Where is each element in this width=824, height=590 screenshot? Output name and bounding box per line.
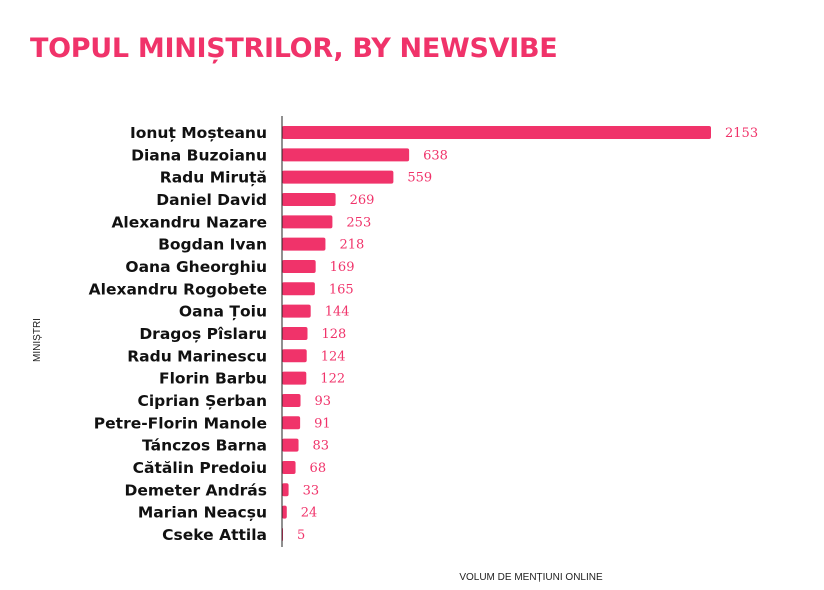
- value-label: 91: [314, 416, 331, 431]
- category-label: Radu Miruță: [160, 169, 267, 187]
- bar: [282, 349, 307, 363]
- value-label: 269: [350, 193, 375, 208]
- value-label: 559: [407, 171, 432, 186]
- category-label: Bogdan Ivan: [158, 236, 267, 254]
- value-label: 33: [303, 483, 320, 498]
- bars-layer: [282, 126, 711, 541]
- category-label: Cseke Attila: [162, 526, 267, 544]
- category-labels: Ionuț Moșteanu Diana Buzoianu Radu Miruță D…: [89, 124, 267, 544]
- bar: [282, 438, 299, 452]
- value-label: 2153: [725, 126, 758, 141]
- chart-title: TOPUL MINIȘTRILOR, BY NEWSVIBE: [30, 33, 558, 64]
- value-label: 122: [320, 372, 345, 387]
- category-label: Dragoș Pîslaru: [139, 325, 267, 343]
- category-label: Alexandru Rogobete: [89, 280, 267, 298]
- category-label: Oana Gheorghiu: [125, 258, 267, 276]
- category-label: Ionuț Moșteanu: [130, 124, 267, 142]
- bar: [282, 505, 287, 519]
- bar: [282, 259, 316, 273]
- value-label: 218: [339, 238, 364, 253]
- category-label: Demeter András: [125, 481, 267, 499]
- value-label: 638: [423, 148, 448, 163]
- bar: [282, 326, 308, 340]
- value-label: 83: [313, 439, 330, 454]
- category-label: Diana Buzoianu: [131, 146, 267, 164]
- value-labels: 2153 638 559 269 253 218 169 165 144 128 124 122 93 9…: [297, 126, 758, 543]
- bar: [282, 304, 311, 318]
- category-label: Tánczos Barna: [142, 437, 267, 455]
- bar: [282, 148, 410, 162]
- bar: [282, 170, 394, 184]
- value-label: 24: [301, 506, 318, 521]
- y-axis-title: MINIȘTRI: [32, 318, 43, 362]
- bar: [282, 416, 301, 430]
- category-label: Cătălin Predoiu: [133, 459, 267, 477]
- bar: [282, 483, 289, 497]
- category-label: Florin Barbu: [159, 370, 267, 388]
- value-label: 5: [297, 528, 305, 543]
- value-label: 124: [321, 349, 346, 364]
- value-label: 68: [310, 461, 327, 476]
- value-label: 93: [315, 394, 332, 409]
- x-axis-title: VOLUM DE MENȚIUNI ONLINE: [459, 572, 603, 583]
- category-label: Ciprian Șerban: [137, 392, 267, 410]
- bar: [282, 460, 296, 474]
- bar: [282, 126, 711, 139]
- bar: [282, 282, 315, 296]
- category-label: Daniel David: [156, 191, 267, 209]
- value-label: 169: [330, 260, 355, 275]
- category-label: Radu Marinescu: [127, 347, 267, 365]
- value-label: 165: [329, 282, 354, 297]
- category-label: Petre-Florin Manole: [94, 414, 267, 432]
- value-label: 253: [346, 215, 371, 230]
- value-label: 128: [322, 327, 347, 342]
- category-label: Marian Neacșu: [138, 504, 267, 522]
- bar: [282, 371, 307, 385]
- category-label: Alexandru Nazare: [111, 213, 267, 231]
- bar: [282, 237, 326, 251]
- bar: [282, 192, 336, 206]
- category-label: Oana Țoiu: [179, 303, 267, 321]
- bar: [282, 215, 333, 229]
- value-label: 144: [325, 305, 350, 320]
- bar: [282, 393, 301, 407]
